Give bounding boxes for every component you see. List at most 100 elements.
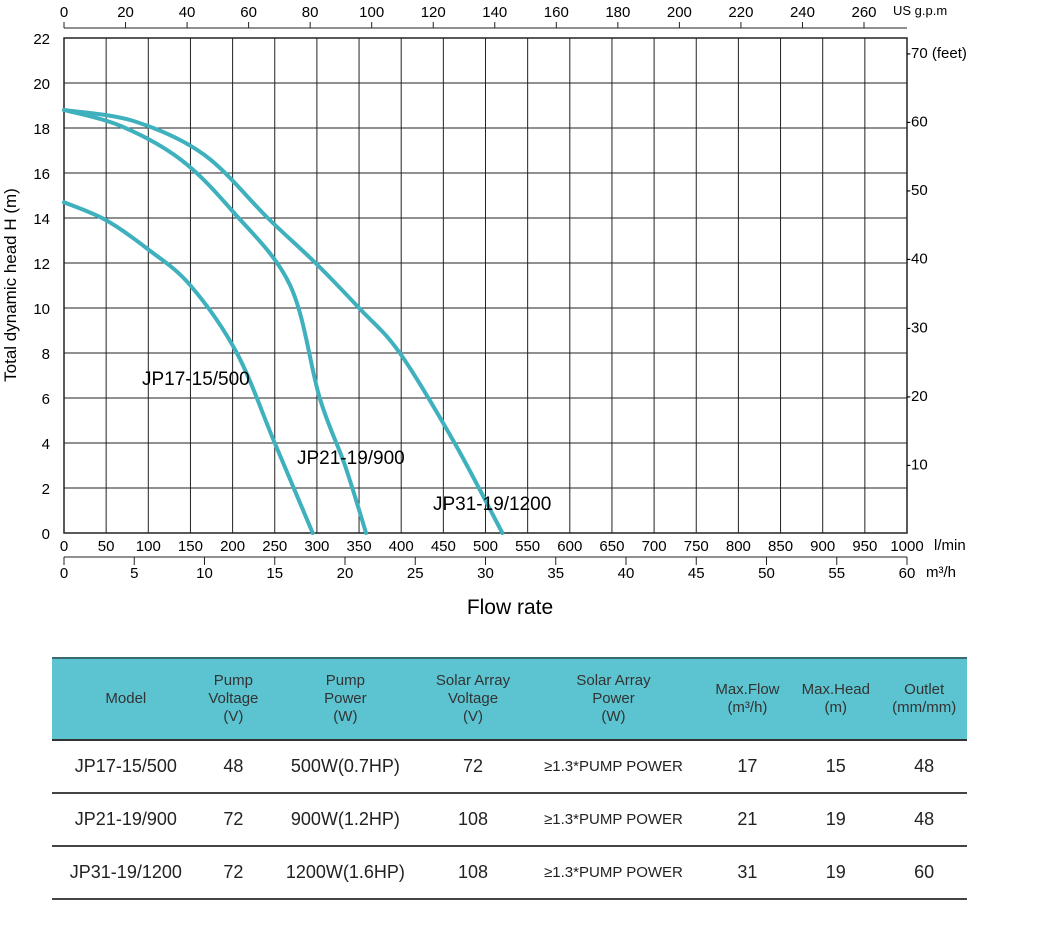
x-tick-label-lmin: 400 bbox=[389, 538, 414, 555]
x-tick-label-gpm: 200 bbox=[667, 4, 692, 21]
x-tick-label-m3h: 45 bbox=[688, 565, 705, 582]
x-tick-label-gpm: 100 bbox=[359, 4, 384, 21]
column-header: Max.Head (m) bbox=[790, 657, 882, 741]
x-tick-label-gpm: 220 bbox=[728, 4, 753, 21]
x-tick-label-lmin: 200 bbox=[220, 538, 245, 555]
x-tick-label-m3h: 25 bbox=[407, 565, 424, 582]
y-tick-label: 18 bbox=[33, 121, 50, 138]
x-tick-label-lmin: 50 bbox=[98, 538, 115, 555]
table-cell: 48 bbox=[881, 740, 967, 794]
table-cell: 19 bbox=[790, 793, 882, 847]
x-tick-label-lmin: 1000 bbox=[890, 538, 923, 555]
table-cell: 108 bbox=[423, 846, 523, 900]
y-tick-label-feet: -50 bbox=[906, 182, 928, 199]
column-header: Max.Flow (m³/h) bbox=[704, 657, 791, 741]
x-tick-label-gpm: 120 bbox=[421, 4, 446, 21]
column-header: Pump Power (W) bbox=[267, 657, 424, 741]
series-line-1 bbox=[62, 108, 369, 535]
series-line-0 bbox=[62, 200, 315, 535]
series-label: JP21-19/900 bbox=[297, 448, 405, 469]
x-tick-label-lmin: 250 bbox=[262, 538, 287, 555]
table-cell: ≥1.3*PUMP POWER bbox=[522, 793, 705, 847]
x-tick-label-gpm: 80 bbox=[302, 4, 319, 21]
table-cell: ≥1.3*PUMP POWER bbox=[522, 740, 705, 794]
x-tick-label-m3h: 0 bbox=[60, 565, 68, 582]
table-cell: 500W(0.7HP) bbox=[267, 740, 424, 794]
x-tick-label-m3h: 5 bbox=[130, 565, 138, 582]
x-tick-label-gpm: 180 bbox=[605, 4, 630, 21]
y-tick-label-feet: -70 (feet) bbox=[906, 45, 967, 62]
x-tick-label-lmin: 950 bbox=[852, 538, 877, 555]
x-tick-label-m3h: 40 bbox=[618, 565, 635, 582]
series-line-2 bbox=[62, 108, 505, 535]
x-tick-label-m3h: 55 bbox=[828, 565, 845, 582]
x-tick-label-m3h: 50 bbox=[758, 565, 775, 582]
table-cell: 17 bbox=[704, 740, 791, 794]
table-row: JP21-19/900 72 900W(1.2HP) 108 ≥1.3*PUMP POW… bbox=[52, 793, 967, 847]
series-label: JP17-15/500 bbox=[142, 369, 250, 390]
x-tick-label-gpm: 260 bbox=[851, 4, 876, 21]
table-cell: 72 bbox=[199, 793, 268, 847]
table-cell: 900W(1.2HP) bbox=[267, 793, 424, 847]
x-tick-label-gpm: 60 bbox=[240, 4, 257, 21]
x-tick-label-m3h: 20 bbox=[337, 565, 354, 582]
y-tick-label-feet: -20 bbox=[906, 388, 928, 405]
y-tick-label: 10 bbox=[33, 301, 50, 318]
y-tick-label-feet: -30 bbox=[906, 319, 928, 336]
table-cell: 48 bbox=[199, 740, 268, 794]
x-tick-label-lmin: 500 bbox=[473, 538, 498, 555]
x-tick-label-gpm: 40 bbox=[179, 4, 196, 21]
x-tick-label-m3h: 60 bbox=[899, 565, 916, 582]
y-tick-label: 14 bbox=[33, 211, 50, 228]
y-tick-label: 20 bbox=[33, 76, 50, 93]
x-tick-label-gpm: 0 bbox=[60, 4, 68, 21]
x-tick-label-lmin: 800 bbox=[726, 538, 751, 555]
column-header: Model bbox=[52, 657, 200, 741]
table-cell: JP17-15/500 bbox=[52, 740, 200, 794]
y-tick-label-feet: -40 bbox=[906, 251, 928, 268]
x-tick-label-gpm: 240 bbox=[790, 4, 815, 21]
column-header: Pump Voltage (V) bbox=[199, 657, 268, 741]
x-tick-label-lmin: 450 bbox=[431, 538, 456, 555]
x-unit-m3h: m³/h bbox=[926, 564, 956, 581]
table-cell: 72 bbox=[423, 740, 523, 794]
table-cell: 108 bbox=[423, 793, 523, 847]
column-header: Outlet (mm/mm) bbox=[881, 657, 967, 741]
x-tick-label-lmin: 300 bbox=[304, 538, 329, 555]
table-header-row: Model Pump Voltage (V) Pump Power (W) Solar… bbox=[52, 657, 967, 741]
x-tick-label-m3h: 30 bbox=[477, 565, 494, 582]
x-tick-label-lmin: 750 bbox=[684, 538, 709, 555]
table-cell: 19 bbox=[790, 846, 882, 900]
column-header: Solar Array Power (W) bbox=[522, 657, 705, 741]
table-cell: ≥1.3*PUMP POWER bbox=[522, 846, 705, 900]
series-label: JP31-19/1200 bbox=[433, 494, 551, 515]
spec-table: Model Pump Voltage (V) Pump Power (W) Solar… bbox=[52, 657, 967, 900]
x-tick-label-lmin: 600 bbox=[557, 538, 582, 555]
x-tick-label-m3h: 35 bbox=[547, 565, 564, 582]
y-tick-label: 12 bbox=[33, 256, 50, 273]
x-tick-label-m3h: 10 bbox=[196, 565, 213, 582]
y-tick-label: 0 bbox=[42, 526, 50, 543]
table-body: JP17-15/500 48 500W(0.7HP) 72 ≥1.3*PUMP POWE… bbox=[52, 740, 967, 900]
x-tick-label-lmin: 100 bbox=[136, 538, 161, 555]
column-header: Solar Array Voltage (V) bbox=[423, 657, 523, 741]
x-tick-label-lmin: 700 bbox=[642, 538, 667, 555]
x-tick-label-lmin: 650 bbox=[599, 538, 624, 555]
y-tick-label-feet: -10 bbox=[906, 456, 928, 473]
y-tick-label: 16 bbox=[33, 166, 50, 183]
table-row: JP31-19/1200 72 1200W(1.6HP) 108 ≥1.3*PUMP P… bbox=[52, 846, 967, 900]
x-tick-label-gpm: 20 bbox=[117, 4, 134, 21]
x-tick-label-lmin: 900 bbox=[810, 538, 835, 555]
x-tick-label-m3h: 15 bbox=[266, 565, 283, 582]
y-tick-label: 8 bbox=[42, 346, 50, 363]
table-cell: 72 bbox=[199, 846, 268, 900]
table-cell: JP31-19/1200 bbox=[52, 846, 200, 900]
y-tick-label: 22 bbox=[33, 31, 50, 48]
table-cell: 60 bbox=[881, 846, 967, 900]
table-cell: 1200W(1.6HP) bbox=[267, 846, 424, 900]
y-tick-label: 6 bbox=[42, 391, 50, 408]
x-tick-label-lmin: 850 bbox=[768, 538, 793, 555]
x-tick-label-lmin: 350 bbox=[347, 538, 372, 555]
table-cell: 48 bbox=[881, 793, 967, 847]
